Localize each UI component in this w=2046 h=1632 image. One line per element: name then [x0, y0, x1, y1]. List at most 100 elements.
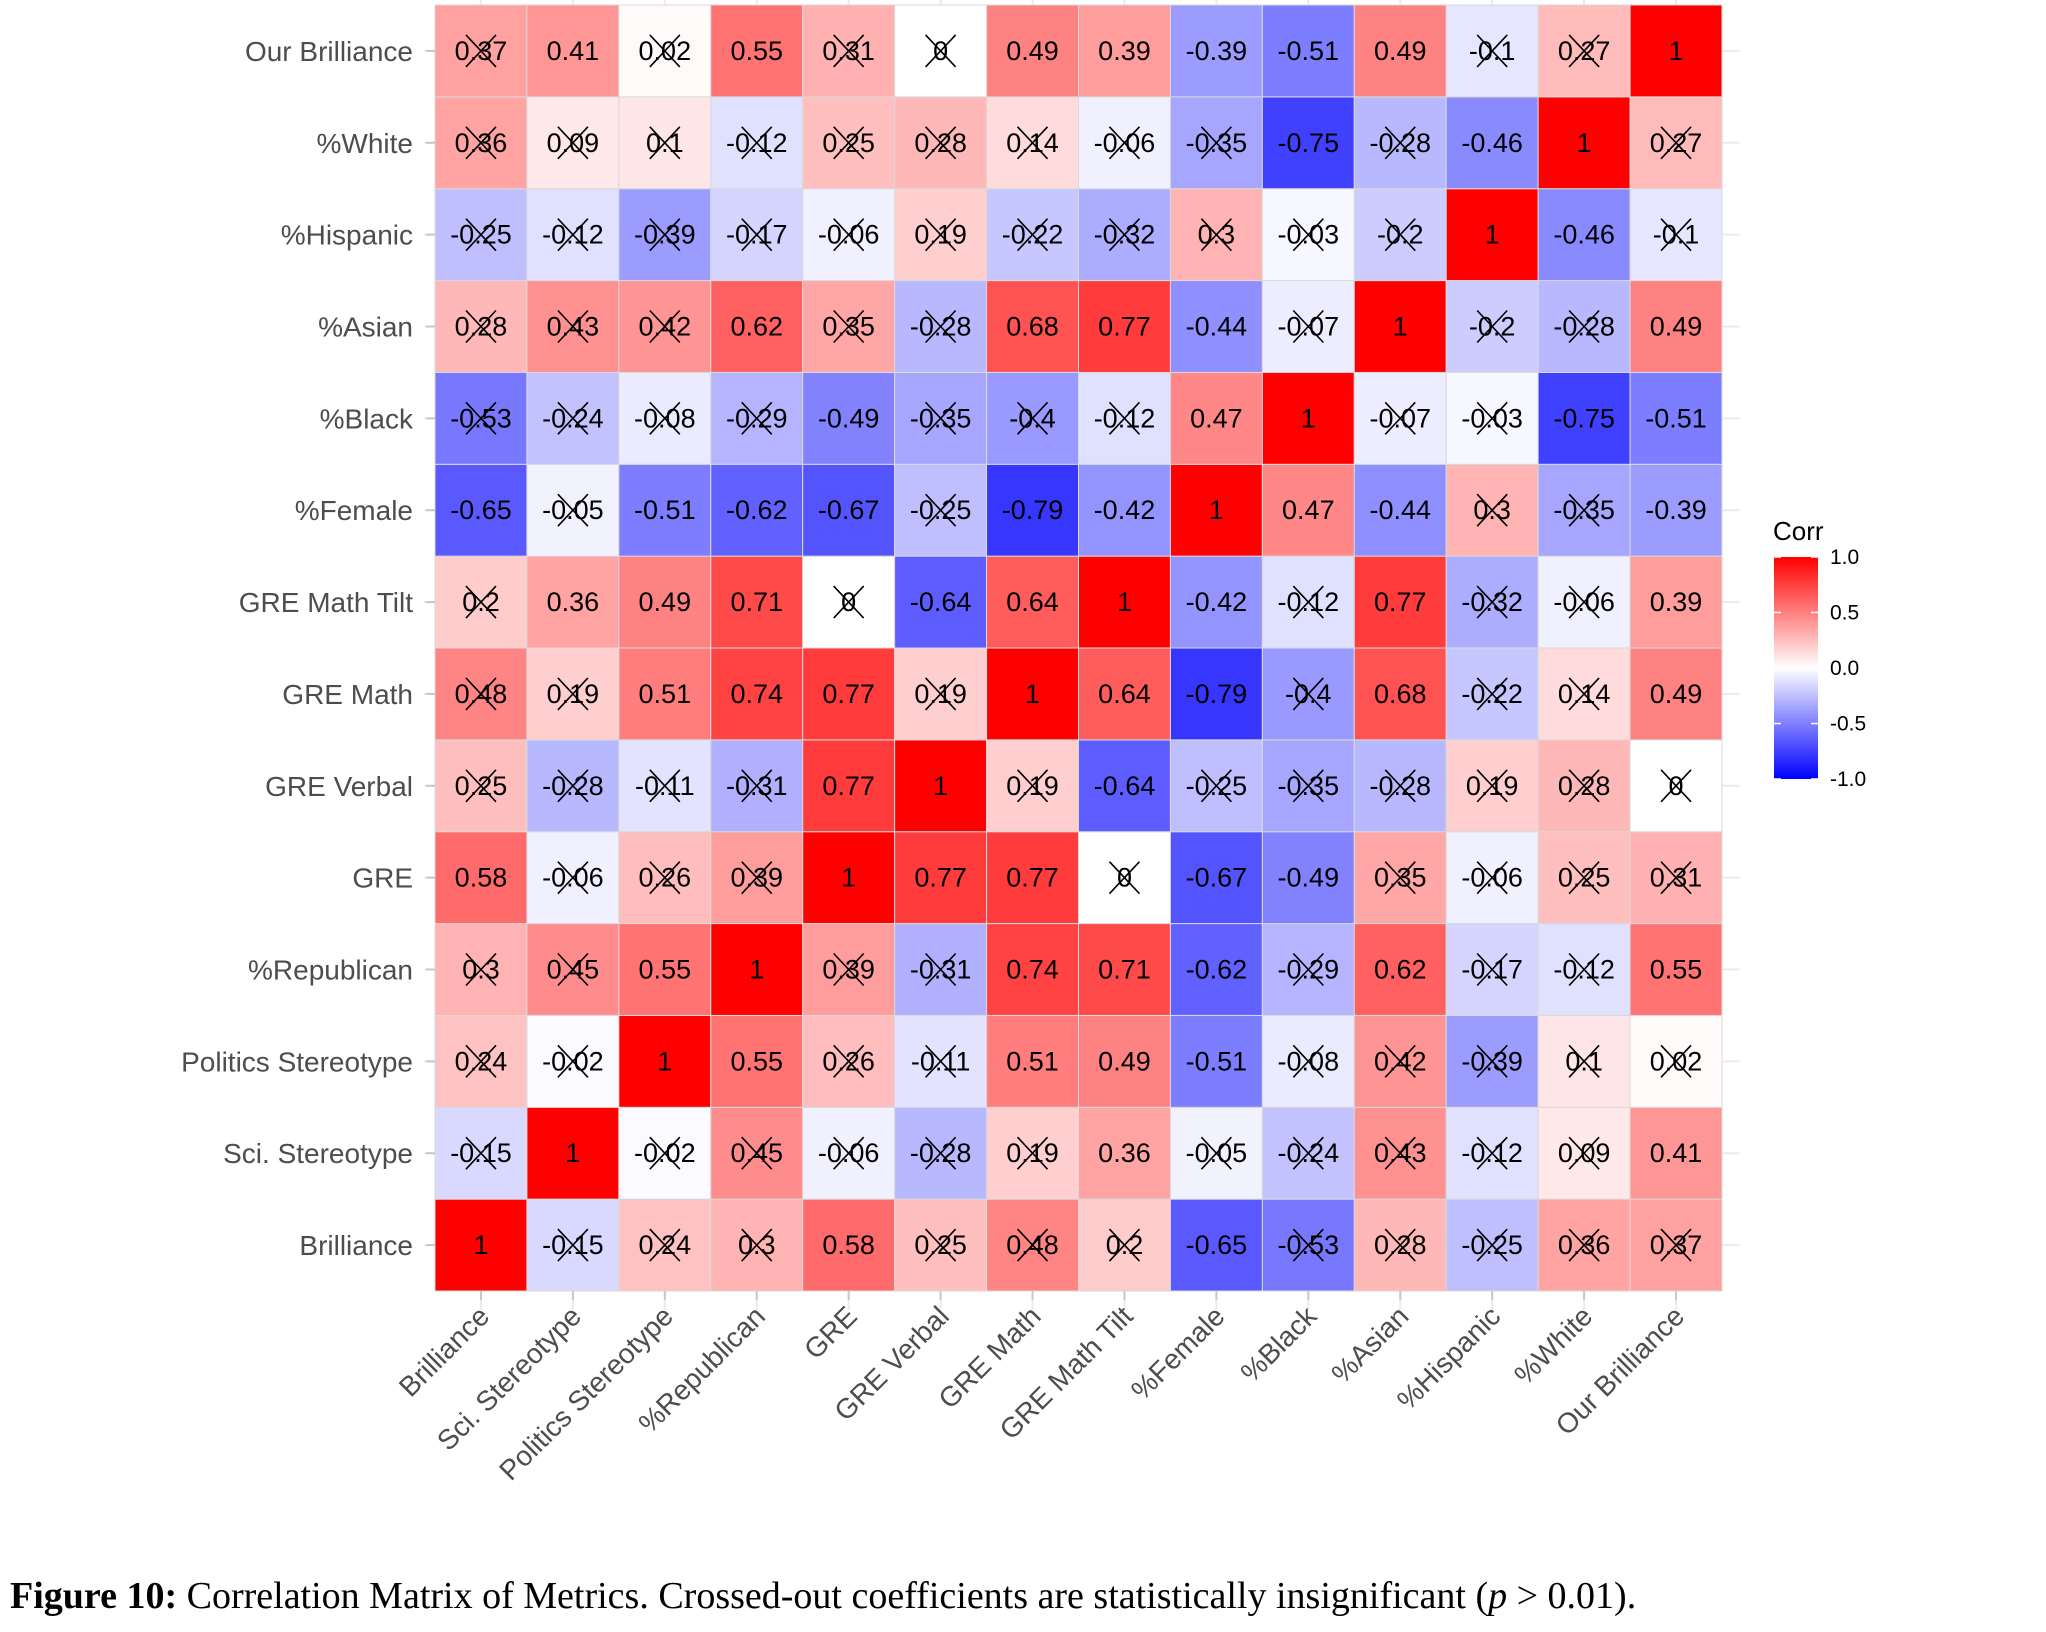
cross-out-mark: [925, 677, 957, 711]
heatmap-cell: 0.39: [1078, 4, 1171, 98]
cell-fill: [710, 647, 804, 741]
y-tick-label: Our Brilliance: [245, 36, 413, 67]
cell-value-label: 0.49: [1650, 679, 1703, 709]
cross-out-mark: [1292, 218, 1324, 252]
heatmap-cell: 0.28: [1353, 1198, 1447, 1292]
cell-fill: [986, 831, 1079, 925]
cell-value-label: -0.79: [1002, 495, 1064, 525]
cell-value-label: -0.51: [634, 495, 696, 525]
cell-fill: [618, 647, 712, 741]
cross-out-mark: [1476, 1228, 1508, 1262]
cell-fill: [802, 371, 896, 465]
heatmap-cell: 0.27: [1537, 4, 1631, 98]
cell-fill: [1078, 280, 1171, 373]
heatmap-cell: 0.25: [894, 1198, 988, 1292]
cross-out-mark: [1568, 34, 1600, 68]
cell-value-label: 0.41: [1650, 1138, 1703, 1168]
cell-value-label: 1: [749, 955, 764, 985]
cell-value-label: 0.47: [1282, 495, 1335, 525]
heatmap-cell: -0.44: [1353, 463, 1447, 557]
heatmap-cell: -0.02: [526, 1014, 620, 1108]
heatmap-cells: 1-0.150.240.30.580.250.480.2-0.65-0.530.…: [434, 4, 1723, 1292]
heatmap-cell: -0.39: [1445, 1014, 1539, 1108]
cell-value-label: -0.65: [1186, 1230, 1248, 1260]
cell-value-label: -0.67: [1186, 863, 1248, 893]
heatmap-cell: 0.77: [802, 739, 896, 833]
cell-fill: [618, 923, 712, 1016]
cell-value-label: -0.46: [1461, 128, 1523, 158]
cross-out-mark: [1476, 861, 1508, 895]
cell-fill: [710, 555, 804, 649]
cross-out-mark: [1476, 952, 1508, 987]
heatmap-cell: -0.12: [1078, 371, 1171, 465]
cross-out-mark: [1568, 1136, 1600, 1170]
heatmap-cell: 0.42: [618, 280, 712, 373]
cell-fill: [1078, 923, 1171, 1016]
cross-out-mark: [741, 1136, 773, 1170]
cell-value-label: 0.49: [639, 587, 692, 617]
heatmap-cell: 0.49: [1078, 1014, 1171, 1108]
cross-out-mark: [1292, 677, 1324, 711]
cell-value-label: 1: [473, 1230, 488, 1260]
cross-out-mark: [1660, 218, 1692, 252]
y-tick-label: %Asian: [318, 312, 413, 343]
heatmap-cell: 0.41: [526, 4, 620, 98]
cell-value-label: 0.77: [1374, 587, 1427, 617]
x-tick-label: %Female: [1125, 1300, 1231, 1406]
cross-out-mark: [1016, 126, 1049, 160]
heatmap-cell: 1: [618, 1014, 712, 1108]
cross-out-mark: [833, 309, 865, 344]
cross-out-mark: [649, 1228, 681, 1262]
cross-out-mark: [557, 1228, 589, 1262]
cross-out-mark: [1108, 126, 1141, 160]
cross-out-mark: [649, 34, 681, 68]
heatmap-cell: -0.44: [1169, 280, 1263, 373]
cell-fill: [710, 463, 804, 557]
cross-out-mark: [649, 861, 681, 895]
heatmap-cell: -0.24: [1261, 1106, 1355, 1200]
heatmap-cell: 0.3: [710, 1198, 804, 1292]
cell-value-label: 0.58: [822, 1230, 875, 1260]
cross-out-mark: [925, 309, 957, 344]
heatmap-cell: -0.12: [1537, 923, 1631, 1016]
cell-value-label: -0.39: [1186, 36, 1248, 66]
cross-out-mark: [925, 34, 957, 68]
cross-out-mark: [557, 1044, 589, 1078]
cross-out-mark: [1108, 861, 1141, 895]
heatmap-cell: -0.65: [434, 463, 528, 557]
heatmap-cell: 0.62: [710, 280, 804, 373]
cross-out-mark: [649, 769, 681, 803]
cell-value-label: 1: [1209, 495, 1224, 525]
heatmap-cell: -0.35: [1537, 463, 1631, 557]
heatmap-cell: -0.67: [1169, 831, 1263, 925]
heatmap-cell: 0.09: [526, 96, 620, 190]
heatmap-cell: -0.05: [1169, 1106, 1263, 1200]
heatmap-cell: -0.79: [986, 463, 1079, 557]
heatmap-cell: 0.77: [1353, 555, 1447, 649]
cross-out-mark: [1476, 1044, 1508, 1078]
cell-value-label: 0.51: [639, 679, 692, 709]
heatmap-cell: -0.4: [986, 371, 1079, 465]
heatmap-cell: -0.24: [526, 371, 620, 465]
heatmap-cell: -0.46: [1537, 188, 1631, 282]
cross-out-mark: [465, 34, 497, 68]
heatmap-cell: 0.19: [526, 647, 620, 741]
heatmap-cell: -0.31: [710, 739, 804, 833]
y-tick-label: %Hispanic: [281, 220, 413, 251]
heatmap-cell: 1: [526, 1106, 620, 1200]
heatmap-cell: -0.25: [1169, 739, 1263, 833]
cell-value-label: 1: [1577, 128, 1592, 158]
y-tick-label: Sci. Stereotype: [223, 1138, 413, 1169]
x-tick-label: GRE: [798, 1300, 863, 1365]
cell-fill: [802, 1198, 896, 1292]
cross-out-mark: [557, 952, 589, 987]
heatmap-cell: -0.12: [1261, 555, 1355, 649]
heatmap-cell: -0.62: [1169, 923, 1263, 1016]
cell-fill: [986, 4, 1079, 98]
cross-out-mark: [1016, 1136, 1049, 1170]
heatmap-cell: -0.28: [894, 280, 988, 373]
heatmap-cell: -0.35: [1261, 739, 1355, 833]
cross-out-mark: [1660, 861, 1692, 895]
cross-out-mark: [649, 401, 681, 435]
